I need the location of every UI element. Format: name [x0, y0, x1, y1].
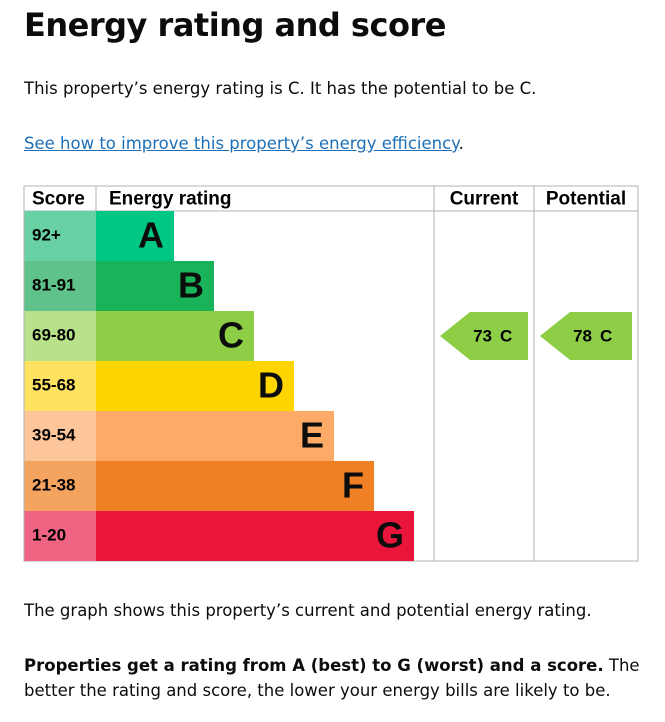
- column-header: Current: [450, 189, 519, 210]
- link-line: See how to improve this property’s energ…: [24, 131, 464, 156]
- band-bar: [96, 361, 294, 411]
- band-letter: F: [342, 465, 364, 506]
- note: The graph shows this property’s current …: [24, 601, 592, 620]
- column-header: Score: [32, 189, 85, 210]
- potential-arrow: [540, 312, 632, 360]
- heading: Energy rating and score: [24, 6, 446, 44]
- potential-band: C: [600, 326, 612, 345]
- column-header: Energy rating: [109, 189, 231, 210]
- explain: Properties get a rating from A (best) to…: [24, 653, 644, 703]
- current-score: 73: [473, 326, 492, 345]
- band-letter: G: [376, 515, 404, 556]
- score-range: 21-38: [32, 475, 75, 494]
- score-range: 55-68: [32, 375, 75, 394]
- score-cell: [24, 511, 96, 561]
- band-bar: [96, 211, 174, 261]
- band-letter: A: [138, 215, 164, 256]
- score-range: 1-20: [32, 525, 66, 544]
- band-bar: [96, 461, 374, 511]
- band-letter: D: [258, 365, 284, 406]
- explain-bold: Properties get a rating from A (best) to…: [24, 656, 604, 675]
- score-range: 81-91: [32, 275, 75, 294]
- score-cell: [24, 461, 96, 511]
- score-range: 39-54: [32, 425, 76, 444]
- band-letter: B: [178, 265, 204, 306]
- score-cell: [24, 261, 96, 311]
- band-letter: C: [218, 315, 244, 356]
- score-cell: [24, 411, 96, 461]
- current-arrow: [440, 312, 528, 360]
- intro: This property’s energy rating is C. It h…: [24, 79, 537, 98]
- band-bar: [96, 311, 254, 361]
- score-cell: [24, 311, 96, 361]
- score-range: 69-80: [32, 325, 75, 344]
- band-bar: [96, 261, 214, 311]
- potential-score: 78: [573, 326, 592, 345]
- band-bar: [96, 511, 414, 561]
- current-band: C: [500, 326, 512, 345]
- rating-table: Score Energy rating Current Potential 92+ A 81…: [23, 185, 639, 562]
- score-cell: [24, 211, 96, 261]
- band-bar: [96, 411, 334, 461]
- column-header: Potential: [546, 189, 626, 210]
- explain-rest: The better the rating and score, the low…: [24, 656, 640, 700]
- score-range: 92+: [32, 225, 61, 244]
- link-after: .: [458, 134, 464, 153]
- band-letter: E: [300, 415, 324, 456]
- improve-link[interactable]: See how to improve this property’s energ…: [24, 134, 459, 153]
- score-cell: [24, 361, 96, 411]
